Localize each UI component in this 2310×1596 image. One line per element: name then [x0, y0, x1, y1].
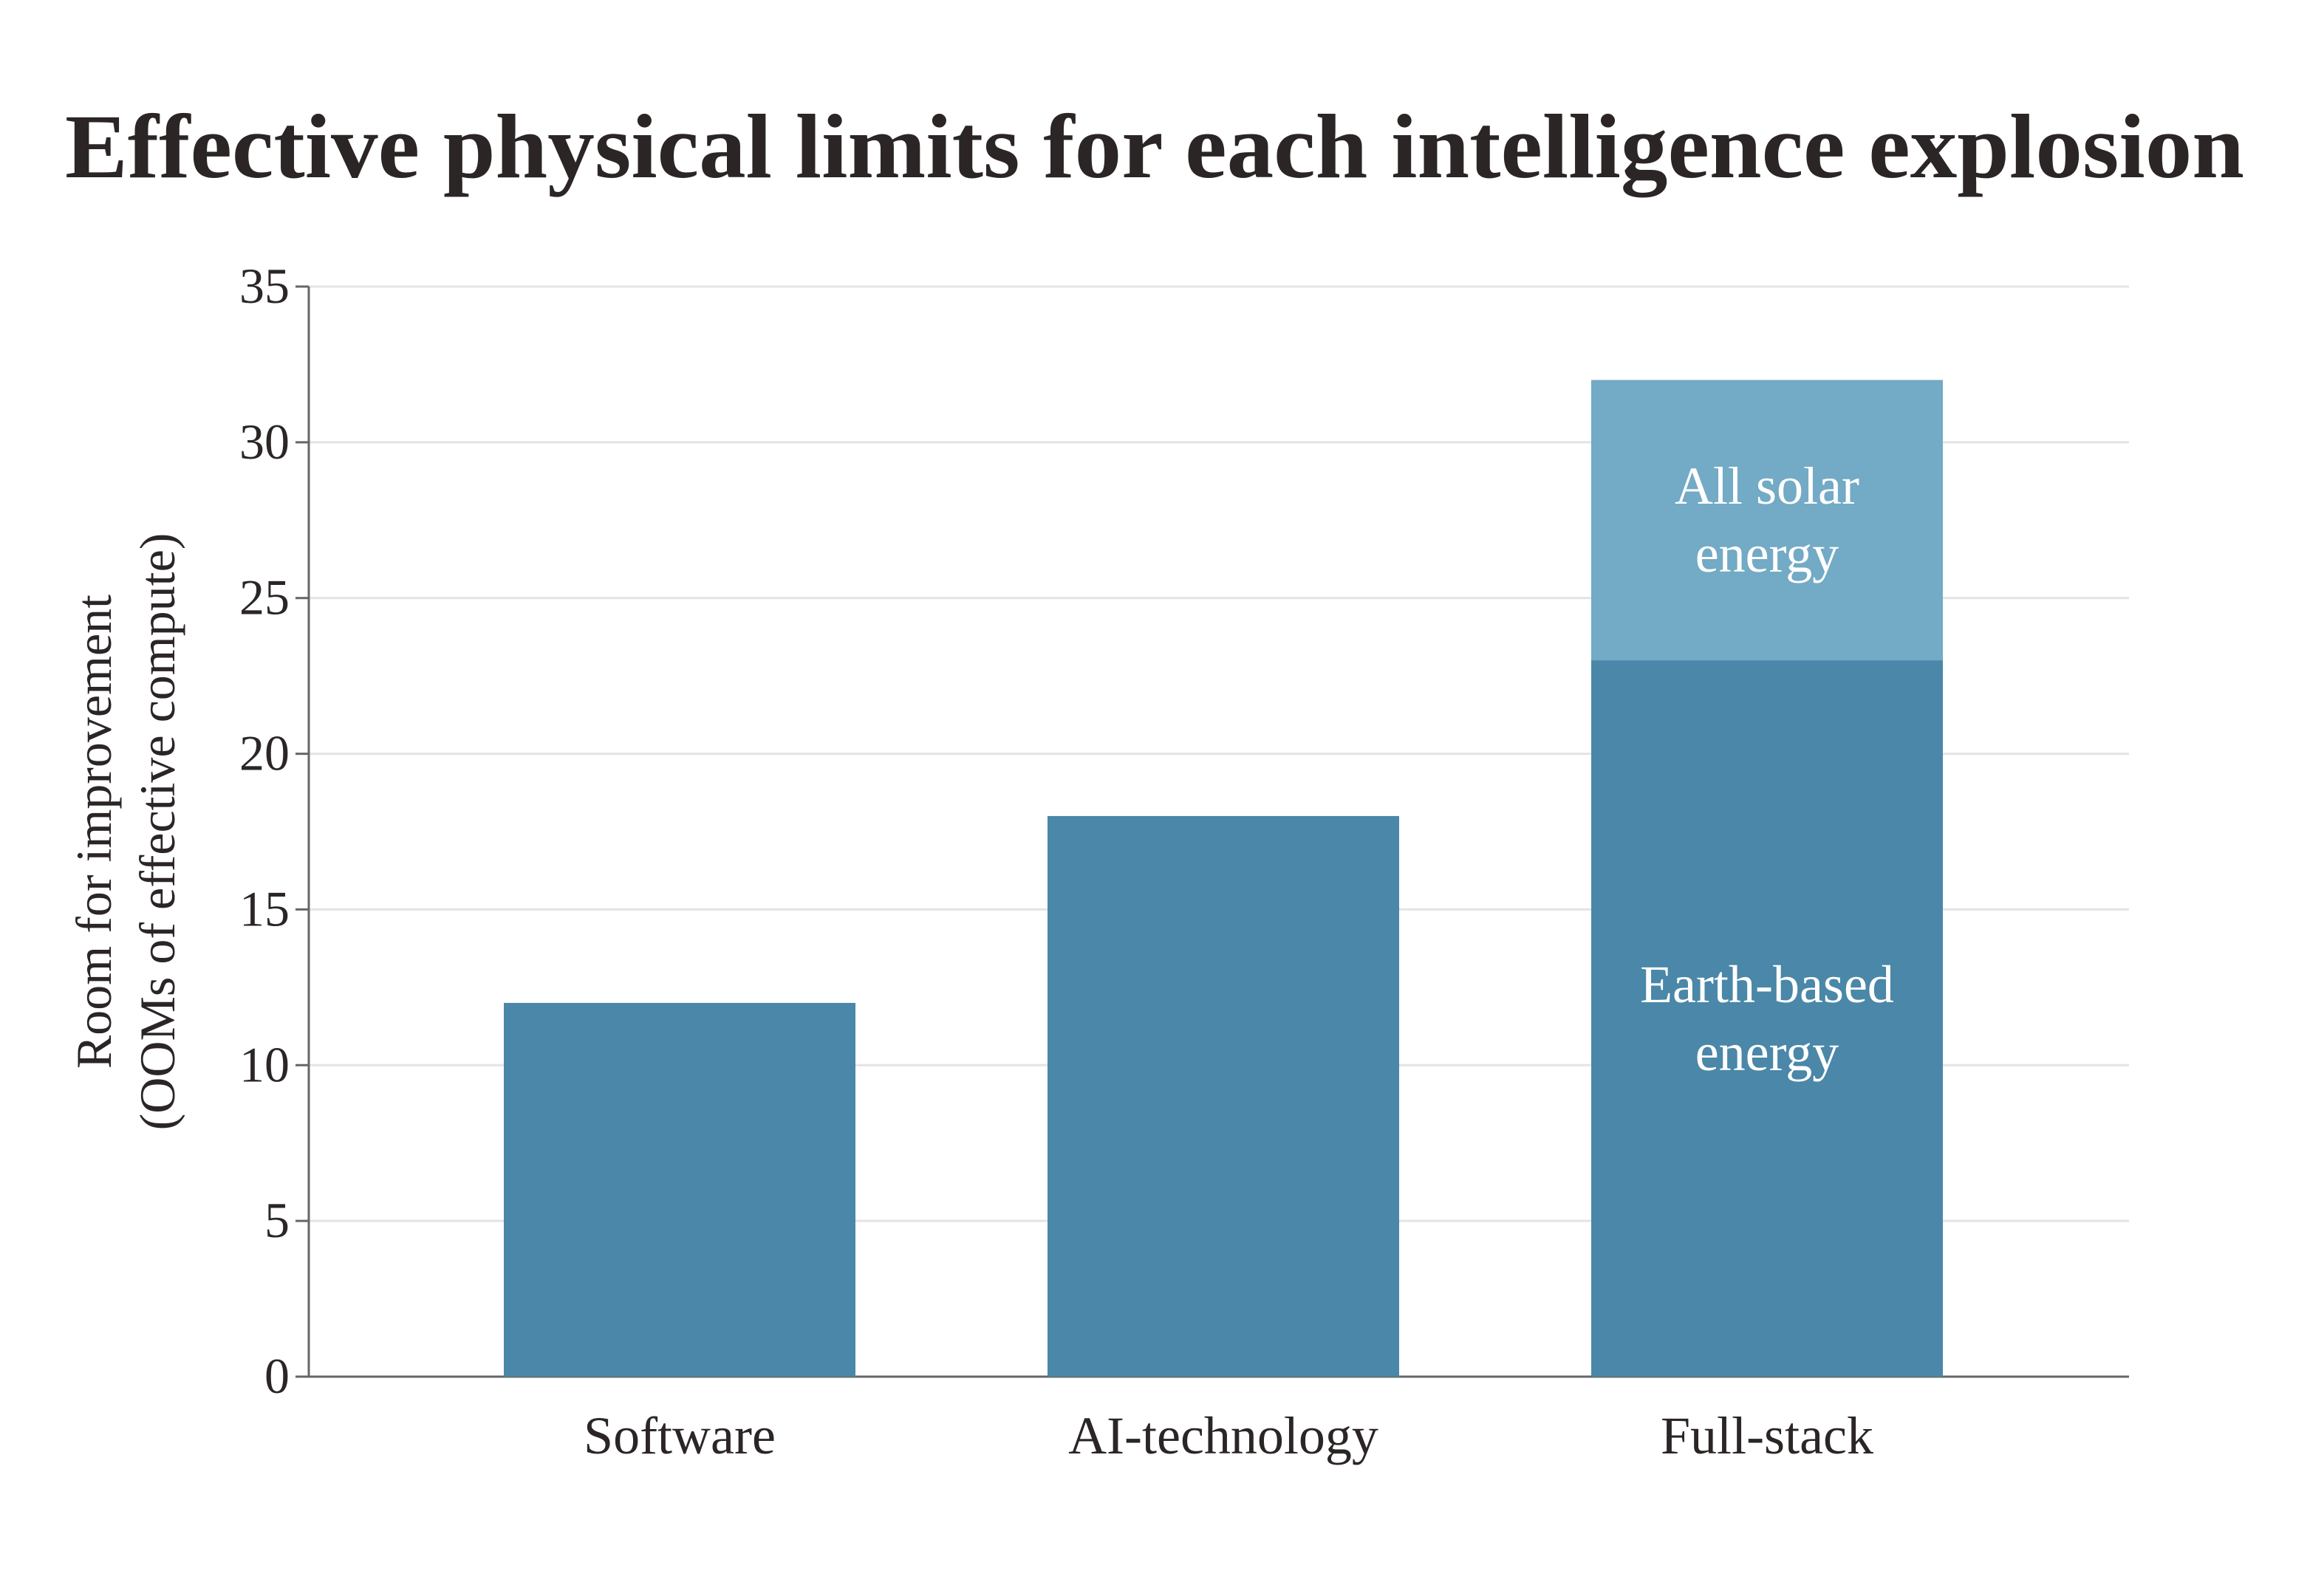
y-axis-label: Room for improvement — [66, 595, 122, 1069]
y-tick-label: 20 — [239, 725, 290, 781]
bar — [1048, 815, 1399, 1377]
bar — [504, 1002, 855, 1377]
x-tick-label: Full-stack — [1661, 1406, 1873, 1465]
x-tick-label: Software — [584, 1406, 776, 1465]
chart-title: Effective physical limits for each intel… — [65, 96, 2244, 198]
y-tick-label: 25 — [239, 569, 290, 626]
bar — [1591, 660, 1943, 1377]
y-axis-label: (OOMs of effective compute) — [129, 533, 185, 1131]
y-tick-label: 10 — [239, 1036, 290, 1092]
y-tick-label: 30 — [239, 414, 290, 470]
y-tick-label: 5 — [264, 1192, 290, 1248]
y-tick-label: 35 — [239, 258, 290, 314]
x-tick-label: AI-technology — [1068, 1406, 1378, 1465]
bar — [1591, 380, 1943, 661]
segment-label: All solar energy — [1675, 456, 1859, 584]
y-tick-label: 0 — [264, 1348, 290, 1404]
segment-label: Earth-based energy — [1640, 955, 1894, 1083]
y-tick-label: 15 — [239, 880, 290, 936]
